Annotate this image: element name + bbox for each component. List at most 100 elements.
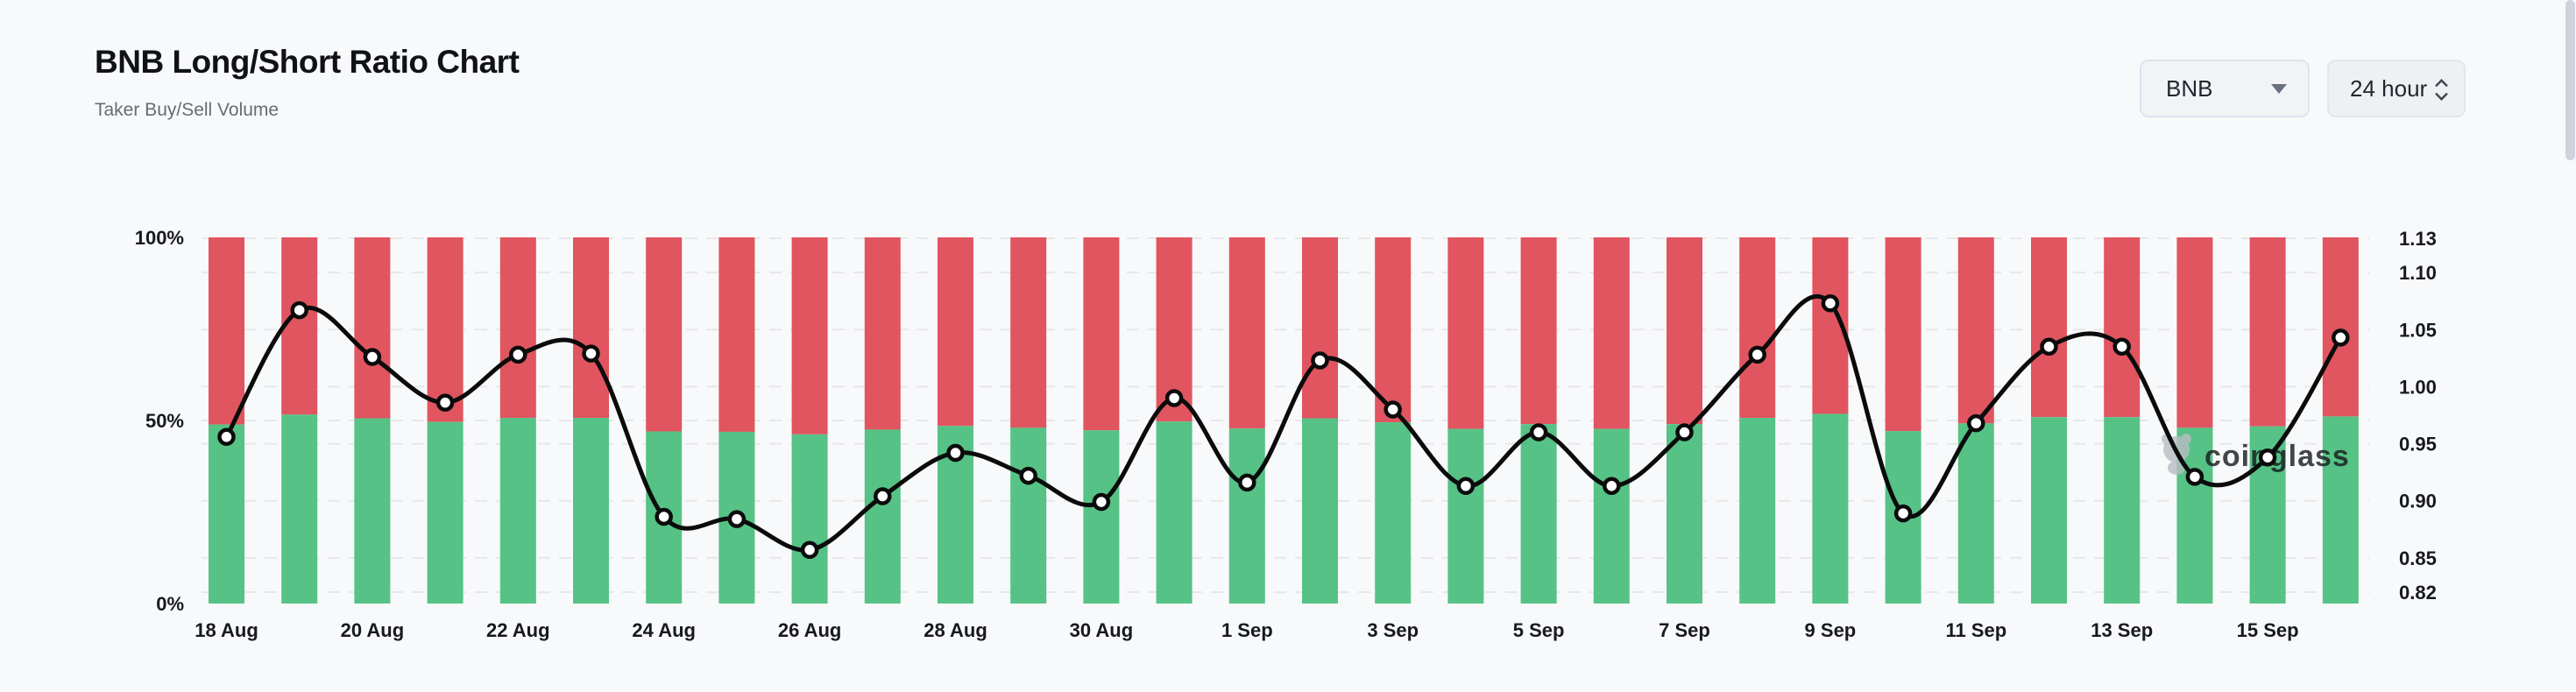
sell-bar-segment[interactable]: [499, 237, 536, 419]
symbol-select[interactable]: BNB: [2140, 60, 2310, 117]
ratio-marker[interactable]: [509, 345, 527, 364]
sell-bar-segment[interactable]: [864, 237, 901, 430]
ratio-marker[interactable]: [1164, 389, 1184, 407]
buy-bar-segment[interactable]: [209, 424, 244, 604]
ratio-marker[interactable]: [1384, 400, 1402, 419]
buy-bar-segment[interactable]: [1739, 418, 1776, 604]
buy-bar-segment[interactable]: [1812, 413, 1849, 604]
buy-bar-segment[interactable]: [354, 418, 391, 604]
ratio-marker[interactable]: [1893, 504, 1913, 523]
ratio-marker[interactable]: [1967, 413, 1985, 433]
ratio-marker[interactable]: [1019, 466, 1037, 485]
ratio-marker[interactable]: [1603, 477, 1621, 496]
buy-bar-segment[interactable]: [1302, 418, 1338, 604]
sell-bar-segment[interactable]: [1375, 237, 1412, 423]
sell-bar-segment[interactable]: [1957, 237, 1994, 424]
sell-bar-segment[interactable]: [2249, 237, 2286, 427]
ratio-marker[interactable]: [1821, 294, 1840, 313]
x-axis-label: 26 Aug: [778, 619, 842, 641]
buy-bar-segment[interactable]: [1593, 428, 1630, 604]
ratio-marker[interactable]: [1238, 473, 1256, 492]
ratio-marker[interactable]: [582, 344, 600, 363]
sell-bar-segment[interactable]: [354, 237, 391, 419]
interval-select[interactable]: 24 hour: [2327, 60, 2466, 117]
buy-bar-segment[interactable]: [427, 421, 464, 604]
sell-bar-segment[interactable]: [1739, 237, 1776, 419]
ratio-marker[interactable]: [290, 300, 308, 320]
buy-bar-segment[interactable]: [1083, 430, 1120, 604]
chart-controls: BNB 24 hour: [2140, 60, 2466, 117]
ratio-marker[interactable]: [1311, 351, 1329, 370]
x-axis-label: 15 Sep: [2237, 619, 2299, 641]
ratio-marker[interactable]: [2185, 468, 2204, 486]
sell-bar-segment[interactable]: [2322, 237, 2359, 417]
ratio-marker[interactable]: [2332, 328, 2350, 347]
ratio-marker[interactable]: [2112, 337, 2131, 357]
buy-bar-segment[interactable]: [1010, 427, 1047, 604]
sell-bar-segment[interactable]: [2176, 237, 2213, 428]
sell-bar-segment[interactable]: [1885, 237, 1921, 432]
page-subtitle: Taker Buy/Sell Volume: [95, 100, 280, 120]
sell-bar-segment[interactable]: [1083, 237, 1120, 431]
buy-bar-segment[interactable]: [1667, 424, 1702, 604]
ratio-marker[interactable]: [217, 427, 236, 447]
sell-bar-segment[interactable]: [209, 237, 244, 425]
buy-bar-segment[interactable]: [1447, 428, 1484, 604]
ratio-marker[interactable]: [655, 507, 673, 526]
sell-bar-segment[interactable]: [1520, 237, 1557, 425]
sell-bar-segment[interactable]: [1593, 237, 1630, 429]
right-axis-label: 1.13: [2399, 228, 2437, 250]
sell-bar-segment[interactable]: [1302, 237, 1338, 419]
buy-bar-segment[interactable]: [2031, 417, 2067, 604]
sell-bar-segment[interactable]: [718, 237, 755, 432]
ratio-marker[interactable]: [874, 487, 892, 505]
ratio-marker[interactable]: [946, 443, 965, 463]
sell-bar-segment[interactable]: [427, 237, 464, 422]
sell-bar-segment[interactable]: [646, 237, 683, 432]
sell-bar-segment[interactable]: [1447, 237, 1484, 429]
buy-bar-segment[interactable]: [1520, 424, 1557, 604]
vertical-scrollbar[interactable]: [2565, 0, 2576, 692]
ratio-marker[interactable]: [1675, 423, 1694, 441]
ratio-marker[interactable]: [1092, 492, 1111, 512]
ratio-marker[interactable]: [727, 510, 747, 528]
sell-bar-segment[interactable]: [281, 237, 318, 415]
chart-header: BNB Long/Short Ratio Chart Taker Buy/Sel…: [95, 44, 520, 120]
buy-bar-segment[interactable]: [573, 418, 609, 604]
ratio-line: [224, 294, 2343, 553]
ratio-marker[interactable]: [1456, 477, 1476, 496]
x-axis-label: 22 Aug: [486, 619, 550, 641]
ratio-marker[interactable]: [2040, 337, 2058, 357]
buy-bar-segment[interactable]: [2104, 417, 2141, 604]
buy-bar-segment[interactable]: [1228, 428, 1265, 604]
sell-bar-segment[interactable]: [1228, 237, 1265, 429]
x-axis-label: 13 Sep: [2091, 619, 2153, 641]
buy-bar-segment[interactable]: [864, 429, 901, 604]
buy-bar-segment[interactable]: [1375, 422, 1412, 604]
sell-bar-segment[interactable]: [1667, 237, 1702, 425]
buy-bar-segment[interactable]: [1156, 421, 1192, 604]
sell-bar-segment[interactable]: [573, 237, 609, 419]
ratio-marker[interactable]: [800, 540, 819, 560]
buy-bar-segment[interactable]: [1957, 423, 1994, 604]
ratio-marker[interactable]: [1748, 345, 1766, 364]
ratio-marker[interactable]: [2258, 448, 2277, 467]
sell-bar-segment[interactable]: [2031, 237, 2067, 418]
buy-bar-segment[interactable]: [281, 414, 318, 604]
ratio-marker[interactable]: [363, 348, 382, 366]
sell-bar-segment[interactable]: [938, 237, 973, 427]
buy-bar-segment[interactable]: [499, 418, 536, 604]
caret-down-icon: [2271, 83, 2287, 94]
sell-bar-segment[interactable]: [2104, 237, 2141, 418]
ratio-marker[interactable]: [1529, 423, 1548, 441]
x-axis-label: 5 Sep: [1513, 619, 1565, 641]
sell-bar-segment[interactable]: [791, 237, 828, 434]
buy-bar-segment[interactable]: [2322, 416, 2359, 604]
page-title: BNB Long/Short Ratio Chart: [95, 44, 520, 80]
sell-bar-segment[interactable]: [1010, 237, 1047, 428]
scrollbar-thumb[interactable]: [2565, 0, 2575, 160]
buy-bar-segment[interactable]: [791, 434, 828, 604]
ratio-marker[interactable]: [435, 393, 455, 412]
